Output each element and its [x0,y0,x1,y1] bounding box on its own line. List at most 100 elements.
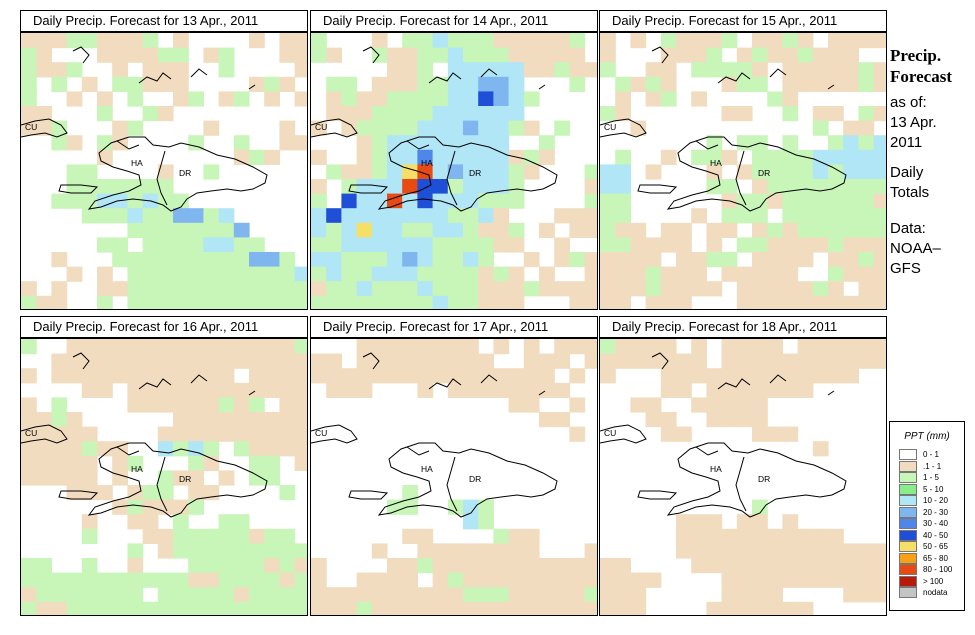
precip-cell [584,558,597,574]
precip-cell [660,426,677,442]
precip-cell [584,266,597,282]
precip-cell [569,208,586,224]
precip-cell [691,353,707,369]
precip-cell [387,120,403,136]
coastline-segment [480,374,498,384]
precip-cell [51,587,68,603]
precip-cell [539,135,555,151]
precip-cell [569,33,586,49]
precip-cell [142,339,159,355]
precip-cell [736,514,753,530]
precip-cell [341,266,358,282]
precip-cell [523,382,540,398]
precip-cell [387,295,403,309]
coastline-segment [735,150,747,206]
precip-cell [432,281,449,297]
precip-cell [417,62,434,78]
precip-cell [157,339,174,355]
precip-cell [691,149,707,165]
precip-cell [218,237,235,253]
precip-cell [630,281,647,297]
precip-cell [873,33,886,49]
precip-cell [569,601,586,615]
precip-cell [157,164,174,180]
precip-cell [203,237,220,253]
precip-cell [812,62,829,78]
legend-swatch [899,518,917,529]
precip-cell [311,193,327,209]
coastline-segment [666,442,847,518]
coastline [600,46,847,212]
precip-cell [279,266,296,282]
precip-cell [508,120,525,136]
country-label-haiti: HA [131,158,143,168]
coastline-segment [138,72,172,84]
precip-cell [311,558,327,574]
precip-cell [676,295,692,309]
precip-cell [402,62,418,78]
precip-cell [615,601,631,615]
precip-cell [218,528,235,544]
precip-cell [127,222,144,238]
precip-cell [843,237,859,253]
precip-cell [97,106,113,122]
precip-cell [584,164,597,180]
precip-cell [97,281,113,297]
precip-cell [843,208,859,224]
precip-cell [539,353,555,369]
precip-cell [584,208,597,224]
precip-cell [402,266,418,282]
precip-cell [356,295,373,309]
precip-cell [676,47,692,63]
precip-cell [843,179,859,195]
precip-cell [173,208,189,224]
precip-cell [311,120,327,136]
precip-cell [508,601,525,615]
precip-cell [493,62,510,78]
precip-cell [233,528,250,544]
precip-cell [736,368,753,384]
precip-cell [630,587,647,603]
precip-cell [233,412,250,428]
precip-cell [279,76,296,92]
precip-cell [356,353,373,369]
precip-cell [812,164,829,180]
precip-cell [51,397,68,413]
precip-cell [600,368,616,384]
precip-cell [873,237,886,253]
precip-cell [447,164,464,180]
precip-cell [417,252,434,268]
precip-cell [843,193,859,209]
precip-cell [721,572,738,588]
precip-cell [752,208,768,224]
precip-cell [142,485,159,501]
precip-cell [493,266,510,282]
precip-cell [843,135,859,151]
coastline-segment [651,352,669,370]
precip-cell [797,62,814,78]
precip-cell [858,587,875,603]
precip-cell [523,353,540,369]
precip-cell [493,339,510,355]
precip-cell [127,601,144,615]
precip-cell [188,252,204,268]
precip-cell [493,149,510,165]
precip-cell [873,295,886,309]
precip-cell [463,47,479,63]
precip-cell [218,587,235,603]
precip-cell [584,339,597,355]
precip-cell [66,470,83,486]
precip-cell [752,193,768,209]
precip-cell [233,353,250,369]
precip-cell [51,455,68,471]
precip-cell [691,208,707,224]
precip-cell [447,179,464,195]
precip-cell [721,33,738,49]
precip-cell [188,543,204,559]
precip-cell [706,281,723,297]
precip-cell [157,179,174,195]
precip-cell [478,572,494,588]
precip-cell [812,281,829,297]
precip-cell [311,353,327,369]
precip-cell [782,266,799,282]
